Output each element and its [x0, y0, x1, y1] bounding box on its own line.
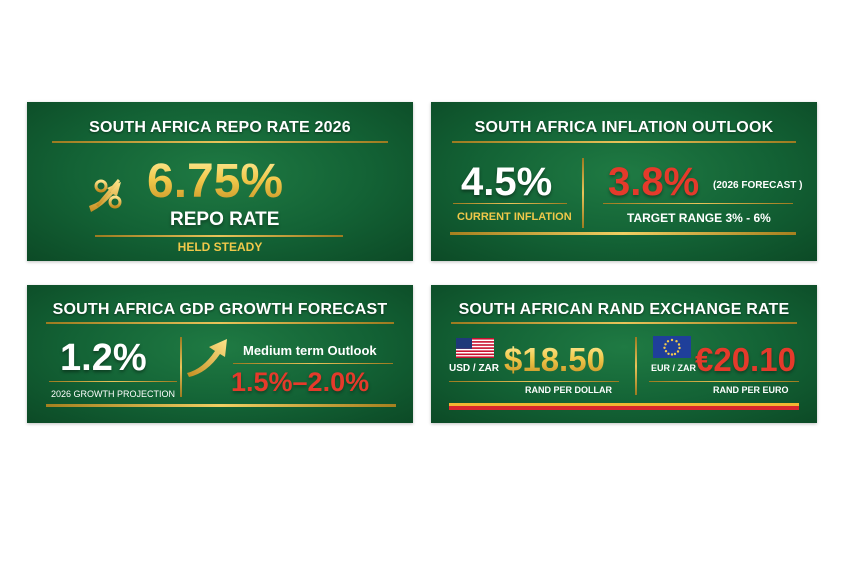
eur-rate-value: €20.10 — [695, 341, 796, 378]
outlook-value: 1.5%–2.0% — [231, 367, 370, 397]
column-divider — [180, 337, 182, 397]
repo-rate-label: REPO RATE — [170, 209, 280, 230]
bottom-gold-bar — [450, 232, 796, 235]
gdp-title: SOUTH AFRICA GDP GROWTH FORECAST — [52, 301, 388, 318]
label-divider — [95, 235, 343, 237]
gdp-card: SOUTH AFRICA GDP GROWTH FORECAST 1.2% 20… — [27, 285, 413, 423]
eur-underline — [649, 381, 799, 382]
percent-arrow-icon — [89, 179, 122, 212]
column-divider — [635, 337, 637, 395]
up-arrow-icon — [187, 339, 227, 377]
repo-rate-value: 6.75% — [147, 155, 284, 208]
inflation-card: SOUTH AFRICA INFLATION OUTLOOK 4.5% CURR… — [431, 102, 817, 261]
usd-pair-label: USD / ZAR — [449, 363, 499, 374]
title-divider — [46, 322, 394, 324]
usd-rate-value: $18.50 — [504, 341, 605, 378]
title-divider — [451, 322, 797, 324]
target-range: TARGET RANGE 3% - 6% — [627, 211, 771, 225]
usd-caption: RAND PER DOLLAR — [525, 385, 612, 395]
forecast-underline — [603, 203, 793, 204]
projection-underline — [49, 381, 177, 382]
repo-rate-title: SOUTH AFRICA REPO RATE 2026 — [89, 119, 351, 136]
rand-card: SOUTH AFRICAN RAND EXCHANGE RATE USD / Z… — [431, 285, 817, 423]
repo-rate-card: SOUTH AFRICA REPO RATE 2026 6.75% REPO R… — [27, 102, 413, 261]
flag-color-strip — [449, 403, 799, 410]
bottom-gold-bar — [46, 404, 396, 407]
repo-status: HELD STEADY — [177, 240, 263, 254]
eu-flag-icon — [653, 336, 691, 358]
us-flag-icon — [456, 338, 494, 358]
forecast-inflation-value: 3.8% — [608, 160, 700, 204]
gdp-projection-label: 2026 GROWTH PROJECTION — [51, 389, 176, 399]
title-divider — [52, 141, 388, 143]
usd-underline — [449, 381, 619, 382]
rand-title: SOUTH AFRICAN RAND EXCHANGE RATE — [458, 301, 790, 318]
title-divider — [452, 141, 796, 143]
current-inflation-value: 4.5% — [461, 160, 553, 204]
outlook-label: Medium term Outlook — [243, 343, 377, 358]
current-underline — [453, 203, 567, 204]
column-divider — [582, 158, 584, 228]
forecast-note: (2026 FORECAST ) — [713, 180, 803, 191]
gdp-projection-value: 1.2% — [60, 337, 147, 379]
inflation-title: SOUTH AFRICA INFLATION OUTLOOK — [474, 119, 774, 136]
outlook-underline — [233, 363, 393, 364]
eur-pair-label: EUR / ZAR — [651, 363, 696, 373]
current-inflation-label: CURRENT INFLATION — [457, 211, 572, 223]
eur-caption: RAND PER EURO — [713, 385, 789, 395]
